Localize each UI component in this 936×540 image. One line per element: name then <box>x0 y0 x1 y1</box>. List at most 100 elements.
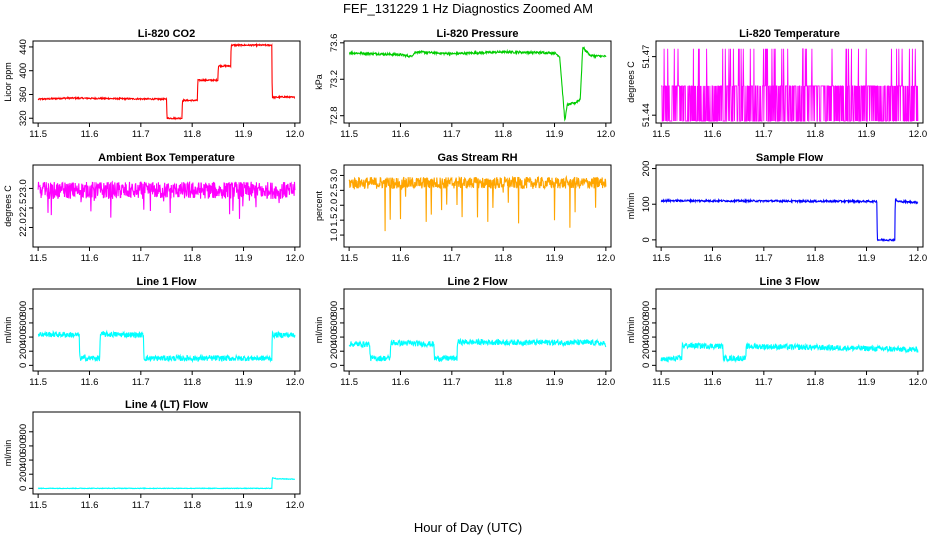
x-tick-label-l1: 11.8 <box>183 377 201 388</box>
x-tick-label-pressure: 11.7 <box>443 129 461 140</box>
x-tick-label-l2: 11.5 <box>340 377 358 388</box>
x-tick-label-rh: 11.6 <box>392 253 410 264</box>
x-tick-label-l3: 11.8 <box>806 377 824 388</box>
y-tick-label-rh: 1.0 <box>329 228 340 241</box>
y-tick-label-l1: 400 <box>18 329 29 345</box>
chart-panel-pressure: Li-820 Pressure 11.5 11.6 11.7 11.8 11.9 12.0 7… <box>314 28 615 140</box>
x-tick-label-sflow: 11.9 <box>858 253 876 264</box>
y-tick-label-l3: 600 <box>641 315 652 331</box>
y-tick-label-l4: 0 <box>18 486 29 491</box>
y-axis-label-sflow: ml/min <box>626 193 636 220</box>
y-tick-label-l4: 800 <box>18 424 29 440</box>
x-tick-label-l4: 11.5 <box>29 500 47 511</box>
x-tick-label-abt: 12.0 <box>286 253 305 264</box>
x-tick-label-l4: 11.9 <box>235 500 253 511</box>
x-tick-label-l2: 11.6 <box>392 377 410 388</box>
y-tick-label-l3: 400 <box>641 329 652 345</box>
y-axis-label-l2: ml/min <box>314 317 324 344</box>
y-tick-label-ltemp: 51.44 <box>641 103 652 127</box>
series-line-l2 <box>348 337 607 363</box>
x-tick-label-l1: 12.0 <box>286 377 305 388</box>
y-axis-label-l3: ml/min <box>626 317 636 344</box>
x-tick-label-l2: 11.9 <box>546 377 564 388</box>
y-tick-label-l3: 800 <box>641 301 652 317</box>
y-tick-label-pressure: 72.8 <box>329 106 340 125</box>
x-tick-label-rh: 12.0 <box>597 253 616 264</box>
x-tick-label-rh: 11.5 <box>340 253 358 264</box>
x-tick-label-l1: 11.6 <box>81 377 99 388</box>
plot-frame-sflow <box>655 164 924 248</box>
x-tick-label-co2: 11.6 <box>81 129 99 140</box>
chart-panel-l2: Line 2 Flow 11.5 11.6 11.7 11.8 11.9 12.0 0 2004… <box>314 276 615 388</box>
x-tick-label-l2: 11.7 <box>443 377 461 388</box>
x-tick-label-sflow: 11.6 <box>704 253 722 264</box>
x-tick-label-abt: 11.6 <box>81 253 99 264</box>
series-line-pressure <box>348 46 607 122</box>
series-line-l1 <box>37 329 296 364</box>
x-tick-label-co2: 11.9 <box>235 129 253 140</box>
y-tick-label-ltemp: 51.47 <box>641 45 652 69</box>
plot-frame-rh <box>343 164 612 248</box>
chart-panel-ltemp: Li-820 Temperature 11.5 11.6 11.7 11.8 11.9 12… <box>626 28 927 140</box>
y-axis-label-co2: Licor ppm <box>3 62 13 102</box>
plot-frame-l4 <box>32 411 301 495</box>
y-tick-label-l4: 400 <box>18 452 29 468</box>
x-tick-label-ltemp: 11.9 <box>858 129 876 140</box>
x-tick-label-ltemp: 12.0 <box>909 129 928 140</box>
chart-panel-sflow: Sample Flow 11.5 11.6 11.7 11.8 11.9 12.0 0 100 2… <box>626 152 927 264</box>
y-tick-label-pressure: 73.6 <box>329 34 340 53</box>
y-tick-label-l4: 600 <box>18 438 29 454</box>
y-tick-label-rh: 2.0 <box>329 199 340 212</box>
plot-frame-co2 <box>32 40 301 124</box>
x-tick-label-l3: 11.6 <box>704 377 722 388</box>
y-tick-label-sflow: 200 <box>641 161 652 177</box>
y-axis-label-l1: ml/min <box>3 317 13 344</box>
y-tick-label-pressure: 73.2 <box>329 70 340 89</box>
y-tick-label-l1: 0 <box>18 363 29 368</box>
x-tick-label-sflow: 12.0 <box>909 253 928 264</box>
x-tick-label-l1: 11.5 <box>29 377 47 388</box>
y-axis-label-pressure: kPa <box>314 74 324 90</box>
chart-title-sflow: Sample Flow <box>756 152 824 164</box>
chart-panel-l4: Line 4 (LT) Flow 11.5 11.6 11.7 11.8 11.9 12.0… <box>3 399 304 511</box>
x-tick-label-co2: 12.0 <box>286 129 305 140</box>
series-line-abt <box>37 180 296 219</box>
x-tick-label-l1: 11.7 <box>132 377 150 388</box>
y-tick-label-rh: 3.0 <box>329 169 340 182</box>
x-tick-label-l4: 11.6 <box>81 500 99 511</box>
x-tick-label-sflow: 11.8 <box>806 253 824 264</box>
x-tick-label-ltemp: 11.7 <box>755 129 773 140</box>
plot-frame-abt <box>32 164 301 248</box>
chart-title-ltemp: Li-820 Temperature <box>739 28 840 40</box>
x-tick-label-l4: 11.8 <box>183 500 201 511</box>
panels: Li-820 CO2 11.5 11.6 11.7 11.8 11.9 12.0 320 360… <box>3 28 927 511</box>
y-axis-label-ltemp: degrees C <box>626 61 636 103</box>
x-tick-label-l3: 11.5 <box>652 377 670 388</box>
chart-title-l4: Line 4 (LT) Flow <box>125 399 208 411</box>
y-tick-label-abt: 22.0 <box>18 218 29 237</box>
y-tick-label-sflow: 100 <box>641 196 652 212</box>
series-line-l3 <box>660 341 919 364</box>
x-tick-label-ltemp: 11.8 <box>806 129 824 140</box>
x-tick-label-l4: 12.0 <box>286 500 305 511</box>
chart-panel-abt: Ambient Box Temperature 11.5 11.6 11.7 11.8 1… <box>3 152 304 264</box>
y-axis-label-rh: percent <box>314 190 324 221</box>
figure-suptitle: FEF_131229 1 Hz Diagnostics Zoomed AM <box>343 1 593 16</box>
x-tick-label-l2: 11.8 <box>494 377 512 388</box>
x-tick-label-pressure: 12.0 <box>597 129 616 140</box>
chart-title-co2: Li-820 CO2 <box>138 28 195 40</box>
chart-title-rh: Gas Stream RH <box>437 152 517 164</box>
plot-frame-pressure <box>343 40 612 124</box>
plot-frame-l3 <box>655 288 924 372</box>
series-line-l4 <box>37 477 296 490</box>
x-tick-label-abt: 11.7 <box>132 253 150 264</box>
chart-panel-l1: Line 1 Flow 11.5 11.6 11.7 11.8 11.9 12.0 0 2004… <box>3 276 304 388</box>
plot-frame-l1 <box>32 288 301 372</box>
chart-title-pressure: Li-820 Pressure <box>437 28 519 40</box>
x-tick-label-l3: 12.0 <box>909 377 928 388</box>
y-tick-label-rh: 2.5 <box>329 184 340 197</box>
x-tick-label-l1: 11.9 <box>235 377 253 388</box>
x-tick-label-ltemp: 11.6 <box>704 129 722 140</box>
x-tick-label-pressure: 11.9 <box>546 129 564 140</box>
